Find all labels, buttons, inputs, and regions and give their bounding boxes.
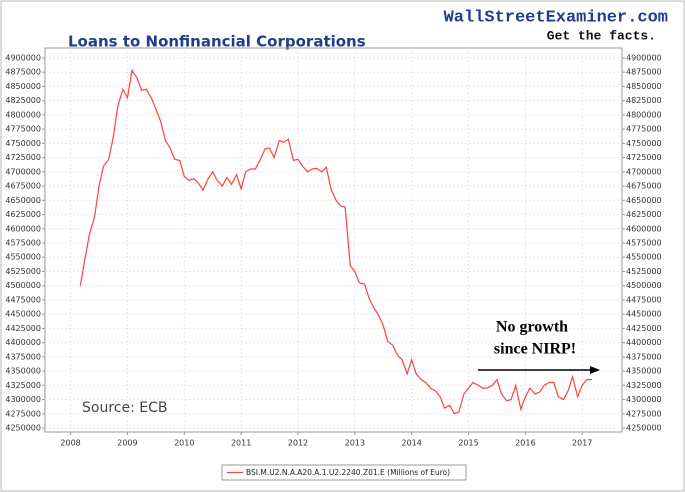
x-tick-label: 2012 bbox=[288, 439, 308, 448]
y2-tick-label: 4525000 bbox=[626, 267, 662, 276]
y2-tick-label: 4500000 bbox=[626, 281, 662, 290]
x-tick-label: 2009 bbox=[117, 439, 137, 448]
y2-tick-label: 4800000 bbox=[626, 110, 662, 119]
y-tick-label: 4525000 bbox=[5, 267, 41, 276]
y2-tick-label: 4300000 bbox=[626, 395, 662, 404]
y-tick-label: 4700000 bbox=[5, 167, 41, 176]
source: Source: ECB bbox=[82, 400, 167, 416]
legend-label: BSI.M.U2.N.A.A20.A.1.U2.2240.Z01.E (Mill… bbox=[246, 468, 450, 477]
y-tick-label: 4475000 bbox=[5, 295, 41, 304]
y-tick-label: 4550000 bbox=[5, 253, 41, 262]
y-tick-label: 4775000 bbox=[5, 125, 41, 134]
y2-tick-label: 4650000 bbox=[626, 196, 662, 205]
y2-tick-label: 4325000 bbox=[626, 381, 662, 390]
x-tick-label: 2016 bbox=[515, 439, 535, 448]
y-tick-label: 4350000 bbox=[5, 367, 41, 376]
y2-tick-label: 4600000 bbox=[626, 224, 662, 233]
y-tick-label: 4600000 bbox=[5, 224, 41, 233]
y-tick-label: 4625000 bbox=[5, 210, 41, 219]
y2-tick-label: 4850000 bbox=[626, 82, 662, 91]
y-tick-label: 4850000 bbox=[5, 82, 41, 91]
brand: WallStreetExaminer.com bbox=[444, 8, 668, 27]
y2-tick-label: 4550000 bbox=[626, 253, 662, 262]
grid bbox=[45, 48, 622, 432]
y2-tick-label: 4400000 bbox=[626, 338, 662, 347]
y2-tick-label: 4575000 bbox=[626, 238, 662, 247]
y2-tick-label: 4275000 bbox=[626, 409, 662, 418]
chart-title: Loans to Nonfinancial Corporations bbox=[68, 33, 366, 51]
y2-tick-label: 4750000 bbox=[626, 139, 662, 148]
y-tick-label: 4300000 bbox=[5, 395, 41, 404]
x-tick-label: 2008 bbox=[60, 439, 80, 448]
y2-tick-label: 4475000 bbox=[626, 295, 662, 304]
x-tick-label: 2011 bbox=[231, 439, 251, 448]
x-tick-label: 2014 bbox=[401, 439, 421, 448]
y2-tick-label: 4700000 bbox=[626, 167, 662, 176]
x-tick-label: 2017 bbox=[572, 439, 592, 448]
y2-tick-label: 4375000 bbox=[626, 352, 662, 361]
y-tick-label: 4900000 bbox=[5, 53, 41, 62]
annotation: No growth bbox=[496, 319, 568, 336]
x-tick-label: 2010 bbox=[174, 439, 194, 448]
y2-tick-label: 4425000 bbox=[626, 324, 662, 333]
y2-tick-label: 4450000 bbox=[626, 310, 662, 319]
y2-tick-label: 4900000 bbox=[626, 53, 662, 62]
y-tick-label: 4725000 bbox=[5, 153, 41, 162]
y2-tick-label: 4825000 bbox=[626, 96, 662, 105]
arrow-head bbox=[590, 366, 600, 374]
y-tick-label: 4250000 bbox=[5, 424, 41, 433]
legend bbox=[221, 464, 467, 481]
y-tick-label: 4275000 bbox=[5, 409, 41, 418]
line-series bbox=[79, 68, 592, 415]
x-tick-label: 2015 bbox=[458, 439, 478, 448]
x-tick-label: 2013 bbox=[345, 439, 365, 448]
y2-tick-label: 4675000 bbox=[626, 182, 662, 191]
y-tick-label: 4400000 bbox=[5, 338, 41, 347]
y-tick-label: 4750000 bbox=[5, 139, 41, 148]
annotation: since NIRP! bbox=[494, 341, 576, 358]
y2-tick-label: 4250000 bbox=[626, 424, 662, 433]
y-tick-label: 4375000 bbox=[5, 352, 41, 361]
y-tick-label: 4500000 bbox=[5, 281, 41, 290]
y2-tick-label: 4725000 bbox=[626, 153, 662, 162]
y-tick-label: 4825000 bbox=[5, 96, 41, 105]
y-tick-label: 4425000 bbox=[5, 324, 41, 333]
y-tick-label: 4650000 bbox=[5, 196, 41, 205]
tagline: Get the facts. bbox=[547, 28, 656, 43]
y-tick-label: 4575000 bbox=[5, 238, 41, 247]
y-tick-label: 4325000 bbox=[5, 381, 41, 390]
y2-tick-label: 4625000 bbox=[626, 210, 662, 219]
y2-tick-label: 4350000 bbox=[626, 367, 662, 376]
y-tick-label: 4450000 bbox=[5, 310, 41, 319]
y-tick-label: 4675000 bbox=[5, 182, 41, 191]
plot-area bbox=[44, 47, 623, 433]
y2-tick-label: 4775000 bbox=[626, 125, 662, 134]
y-tick-label: 4875000 bbox=[5, 68, 41, 77]
y2-tick-label: 4875000 bbox=[626, 68, 662, 77]
y-tick-label: 4800000 bbox=[5, 110, 41, 119]
